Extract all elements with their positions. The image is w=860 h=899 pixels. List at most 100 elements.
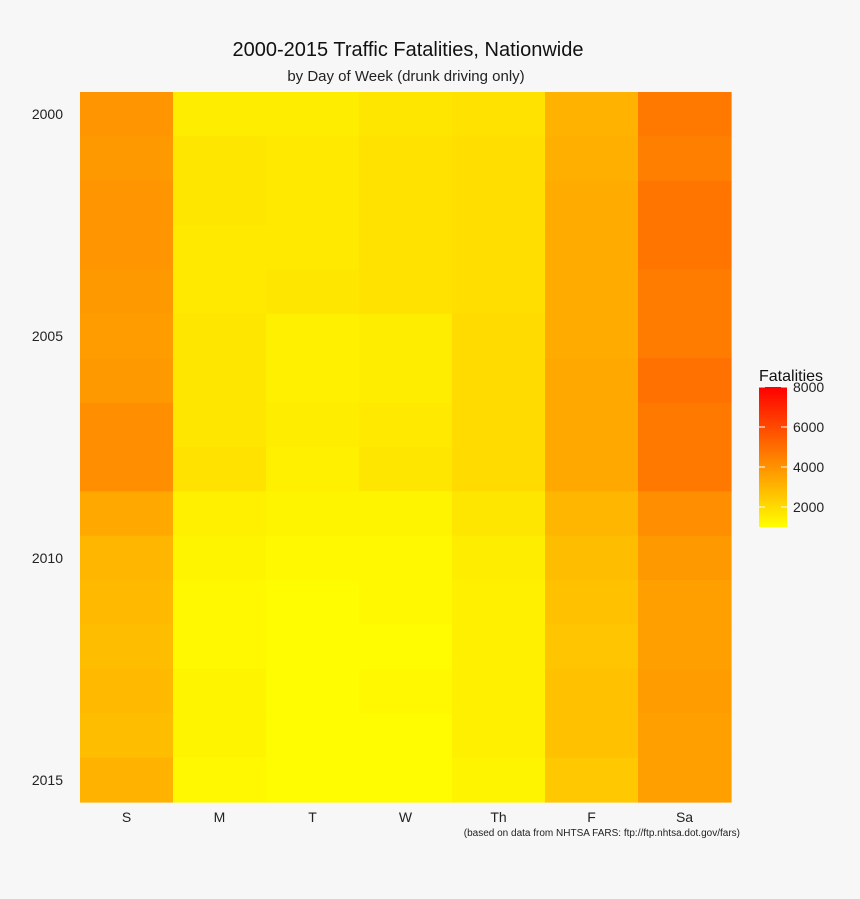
heatmap-cell-2012-Th [452,624,546,670]
heatmap-cell-2009-Th [452,491,546,537]
heatmap-cell-2001-Sa [638,136,732,182]
heatmap-cell-2006-T [266,358,360,404]
heatmap-cell-2011-S [80,580,174,626]
heatmap-cell-2010-S [80,535,174,581]
heatmap-cell-2002-S [80,180,174,226]
heatmap-cell-2011-Sa [638,580,732,626]
heatmap-cell-2005-S [80,313,174,359]
heatmap-cell-2004-T [266,269,360,315]
heatmap-cell-2006-W [359,358,453,404]
heatmap-cell-2013-W [359,668,453,714]
heatmap-cell-2012-T [266,624,360,670]
heatmap-cell-2013-Th [452,668,546,714]
heatmap-cell-2003-Sa [638,225,732,271]
heatmap-cell-2008-Th [452,447,546,492]
y-axis-ticks: 2000 2005 2010 2015 [32,106,63,788]
chart-subtitle: by Day of Week (drunk driving only) [287,68,524,85]
heatmap-cell-2002-Th [452,180,546,226]
heatmap-cell-2001-T [266,136,360,182]
heatmap-cell-2005-W [359,313,453,359]
x-tick-label: Sa [676,809,693,825]
legend-ticks: 2000 4000 6000 8000 [759,379,824,515]
legend-title: Fatalities [759,368,823,385]
heatmap-cell-2012-S [80,624,174,670]
heatmap-cell-2014-Th [452,713,546,759]
heatmap-cell-2000-T [266,92,360,137]
heatmap-cell-2010-Th [452,535,546,581]
x-tick-label: Th [490,809,506,825]
heatmap-cell-2000-W [359,92,453,137]
heatmap-cell-2009-F [545,491,639,537]
x-tick-label: S [122,809,131,825]
heatmap-cell-2007-W [359,402,453,448]
heatmap-cell-2008-S [80,447,174,492]
heatmap-cell-2010-T [266,535,360,581]
heatmap-cells [80,92,732,803]
heatmap-cell-2006-M [173,358,267,404]
heatmap-cell-2007-F [545,402,639,448]
heatmap-cell-2003-Th [452,225,546,271]
heatmap-cell-2007-M [173,402,267,448]
heatmap-cell-2005-F [545,313,639,359]
heatmap-cell-2015-T [266,757,360,803]
heatmap-cell-2000-M [173,92,267,137]
heatmap-cell-2013-T [266,668,360,714]
heatmap-cell-2009-M [173,491,267,537]
heatmap-cell-2013-Sa [638,668,732,714]
heatmap-cell-2004-W [359,269,453,315]
heatmap-cell-2011-T [266,580,360,626]
heatmap-cell-2004-S [80,269,174,315]
chart-caption: (based on data from NHTSA FARS: ftp://ft… [464,828,740,839]
heatmap-cell-2006-Th [452,358,546,404]
heatmap-cell-2012-Sa [638,624,732,670]
heatmap-cell-2001-M [173,136,267,182]
heatmap-cell-2015-S [80,757,174,803]
heatmap-cell-2001-Th [452,136,546,182]
heatmap-cell-2013-M [173,668,267,714]
y-tick-label: 2000 [32,106,63,122]
heatmap-cell-2013-F [545,668,639,714]
heatmap-cell-2007-Sa [638,402,732,448]
chart-title: 2000-2015 Traffic Fatalities, Nationwide [233,39,584,61]
heatmap-cell-2001-S [80,136,174,182]
heatmap-cell-2006-S [80,358,174,404]
heatmap-cell-2008-M [173,447,267,492]
heatmap-cell-2012-W [359,624,453,670]
heatmap-cell-2005-M [173,313,267,359]
heatmap-cell-2012-M [173,624,267,670]
heatmap-cell-2005-Sa [638,313,732,359]
heatmap-cell-2007-S [80,402,174,448]
heatmap-cell-2014-W [359,713,453,759]
heatmap-cell-2009-W [359,491,453,537]
heatmap-cell-2006-Sa [638,358,732,404]
y-tick-label: 2010 [32,550,63,566]
legend-tick-label: 2000 [793,499,824,515]
x-tick-label: M [214,809,226,825]
heatmap-cell-2000-S [80,92,174,137]
heatmap-cell-2003-S [80,225,174,271]
heatmap-cell-2000-F [545,92,639,137]
heatmap-cell-2008-T [266,447,360,492]
heatmap-cell-2010-M [173,535,267,581]
heatmap-cell-2004-Sa [638,269,732,315]
heatmap-cell-2015-M [173,757,267,803]
heatmap-cell-2015-W [359,757,453,803]
heatmap-cell-2002-T [266,180,360,226]
legend-color-bar [759,387,787,527]
x-tick-label: W [399,809,413,825]
heatmap-cell-2001-F [545,136,639,182]
heatmap-cell-2009-T [266,491,360,537]
heatmap-cell-2014-F [545,713,639,759]
heatmap-cell-2014-Sa [638,713,732,759]
heatmap-cell-2006-F [545,358,639,404]
heatmap-cell-2001-W [359,136,453,182]
heatmap-cell-2013-S [80,668,174,714]
heatmap-cell-2014-T [266,713,360,759]
heatmap-cell-2004-Th [452,269,546,315]
heatmap-cell-2000-Sa [638,92,732,137]
heatmap-cell-2010-Sa [638,535,732,581]
legend-tick-label: 6000 [793,419,824,435]
heatmap-cell-2005-T [266,313,360,359]
heatmap-cell-2010-F [545,535,639,581]
